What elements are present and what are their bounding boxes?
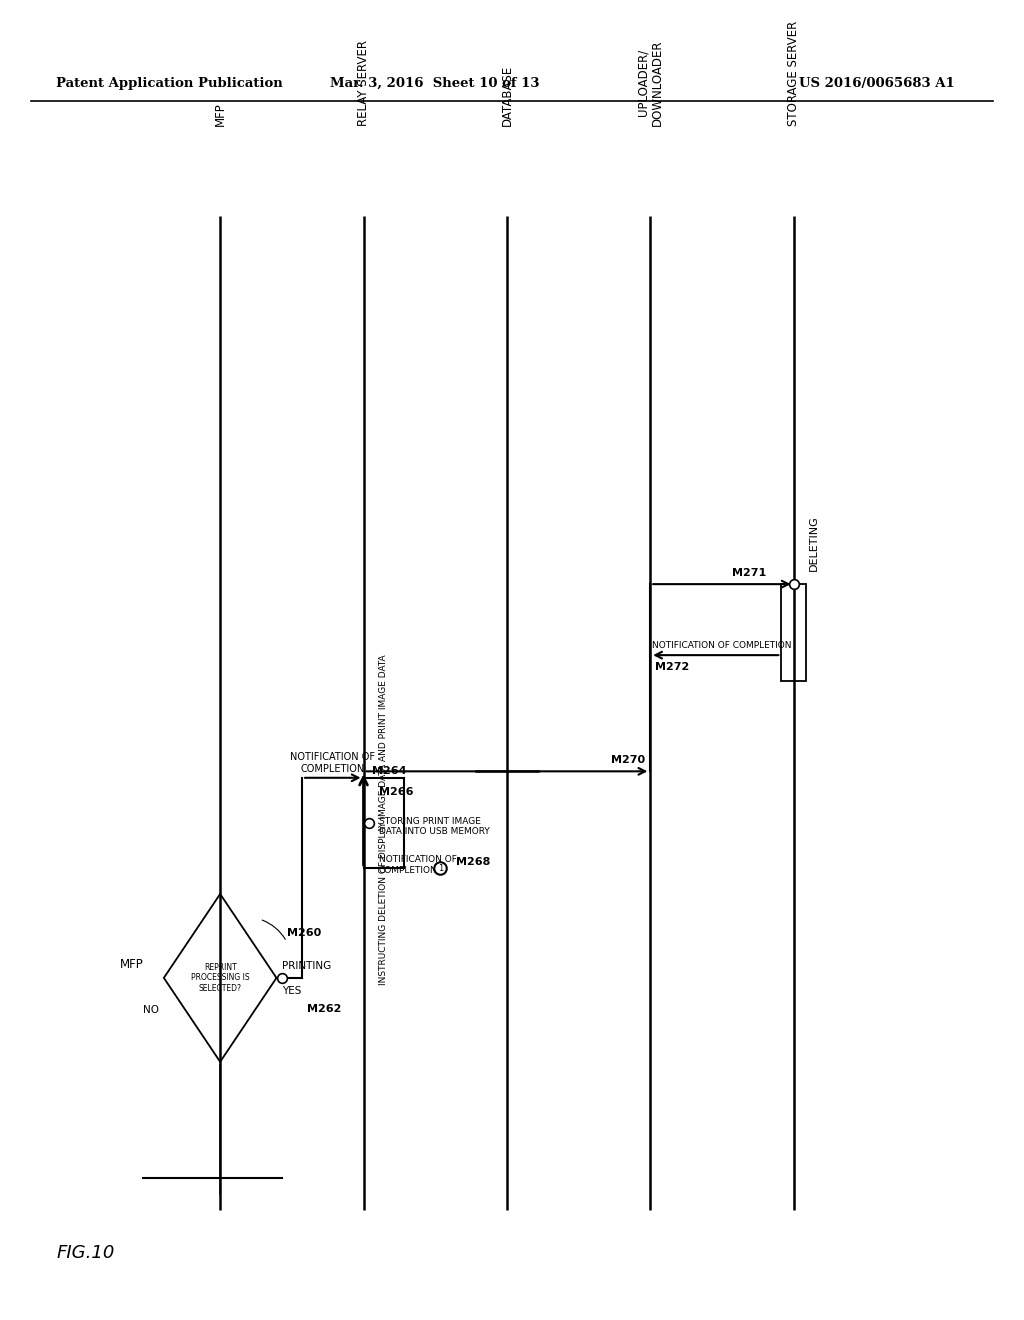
Text: Patent Application Publication: Patent Application Publication xyxy=(56,77,283,90)
Text: MFP: MFP xyxy=(120,958,143,972)
Text: M270: M270 xyxy=(611,755,645,764)
Text: PRINTING: PRINTING xyxy=(282,961,331,972)
Text: M272: M272 xyxy=(655,661,689,672)
Text: NO: NO xyxy=(142,1005,159,1015)
Text: FIG.10: FIG.10 xyxy=(56,1243,115,1262)
Text: 1: 1 xyxy=(437,863,443,873)
Text: M271: M271 xyxy=(732,568,766,578)
Text: M262: M262 xyxy=(307,1003,342,1014)
Text: NOTIFICATION OF
COMPLETION: NOTIFICATION OF COMPLETION xyxy=(290,752,376,774)
Text: Mar. 3, 2016  Sheet 10 of 13: Mar. 3, 2016 Sheet 10 of 13 xyxy=(331,77,540,90)
Text: DATABASE: DATABASE xyxy=(501,65,513,125)
Text: M260: M260 xyxy=(287,928,321,937)
Text: M264: M264 xyxy=(372,767,407,776)
Bar xyxy=(781,585,806,681)
Text: MFP: MFP xyxy=(214,102,226,125)
Text: NOTIFICATION OF
COMPLETION: NOTIFICATION OF COMPLETION xyxy=(379,855,457,875)
Text: STORAGE SERVER: STORAGE SERVER xyxy=(787,21,800,125)
Text: M266: M266 xyxy=(379,787,414,797)
Text: RELAY SERVER: RELAY SERVER xyxy=(357,40,370,125)
Text: REPRINT
PROCESSING IS
SELECTED?: REPRINT PROCESSING IS SELECTED? xyxy=(190,964,250,993)
Text: US 2016/0065683 A1: US 2016/0065683 A1 xyxy=(799,77,954,90)
Text: STORING PRINT IMAGE
DATA INTO USB MEMORY: STORING PRINT IMAGE DATA INTO USB MEMORY xyxy=(379,817,489,836)
Text: NOTIFICATION OF COMPLETION: NOTIFICATION OF COMPLETION xyxy=(652,642,792,649)
Text: INSTRUCTING DELETION OF DISPLAY IMAGE DATA AND PRINT IMAGE DATA: INSTRUCTING DELETION OF DISPLAY IMAGE DA… xyxy=(379,655,388,985)
Text: UPLOADER/
DOWNLOADER: UPLOADER/ DOWNLOADER xyxy=(636,40,665,125)
Text: DELETING: DELETING xyxy=(809,516,819,572)
Text: YES: YES xyxy=(282,986,301,995)
Text: M268: M268 xyxy=(456,857,490,867)
